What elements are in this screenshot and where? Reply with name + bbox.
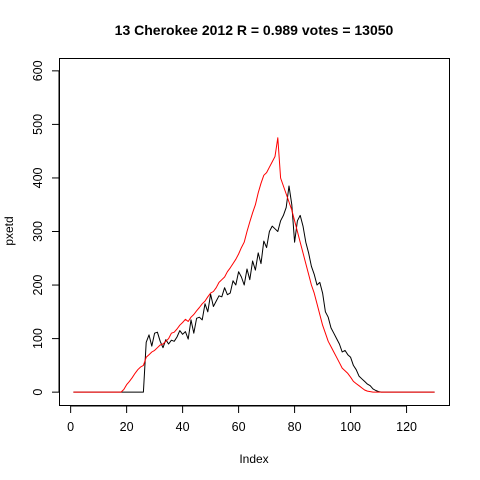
x-tick-label: 40 [176, 420, 190, 434]
x-axis: 0 20 40 60 80 100 120 [67, 405, 417, 434]
x-tick-label: 60 [232, 420, 246, 434]
x-tick-label: 20 [120, 420, 134, 434]
series-line-black [73, 185, 435, 393]
x-axis-label: Index [239, 452, 268, 466]
y-tick-label: 300 [31, 221, 45, 242]
y-tick-label: 100 [31, 328, 45, 349]
y-axis-label: pxetd [2, 216, 16, 245]
x-tick-label: 80 [288, 420, 302, 434]
y-tick-label: 400 [31, 167, 45, 188]
x-tick-label: 100 [340, 420, 361, 434]
x-tick-label: 0 [67, 420, 74, 434]
y-axis: 0 100 200 300 400 500 600 [31, 60, 60, 396]
chart-title: 13 Cherokee 2012 R = 0.989 votes = 13050 [115, 22, 394, 38]
y-tick-label: 500 [31, 114, 45, 135]
plot-frame [59, 58, 450, 406]
y-tick-label: 200 [31, 275, 45, 296]
series-line-red [73, 137, 435, 393]
y-tick-label: 600 [31, 60, 45, 81]
x-tick-label: 120 [396, 420, 417, 434]
series-layer [73, 137, 435, 393]
y-tick-label: 0 [31, 389, 45, 396]
